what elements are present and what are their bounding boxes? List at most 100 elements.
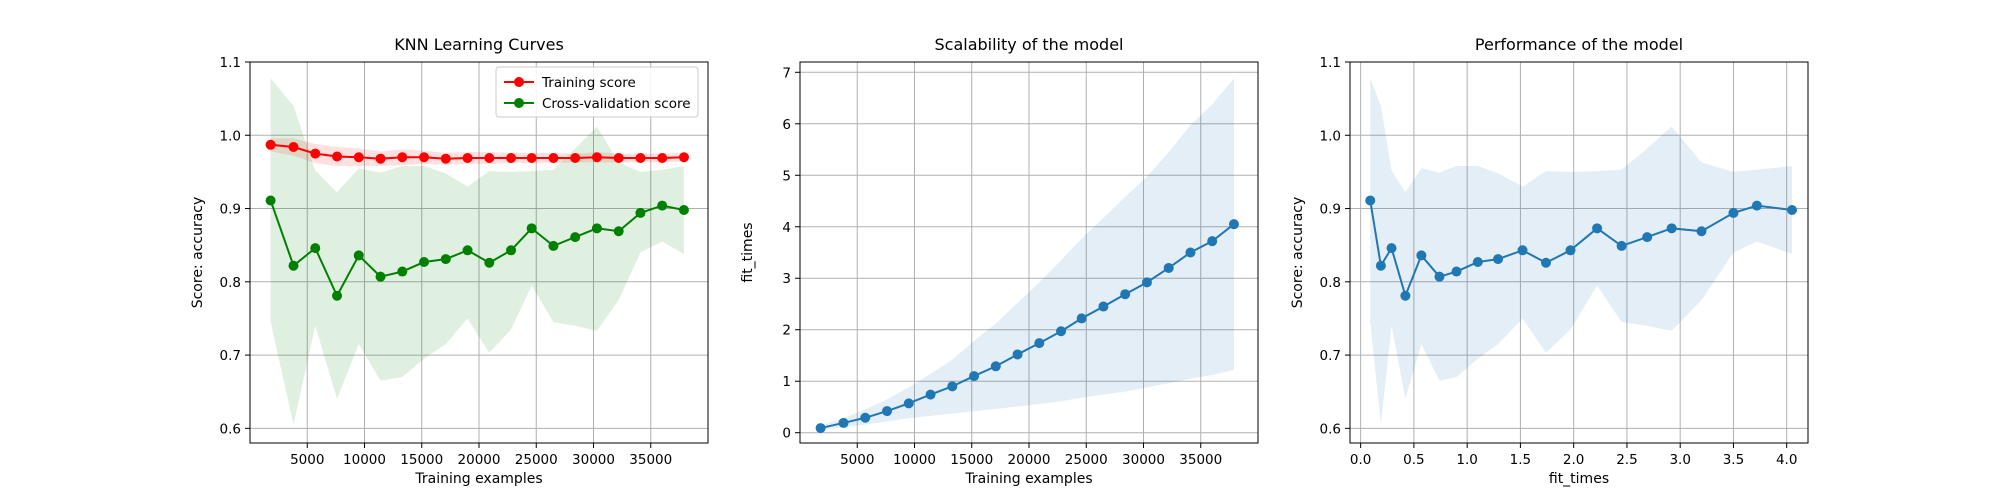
data-point: [635, 207, 646, 218]
data-point: [440, 153, 451, 164]
series-points-1: [265, 139, 689, 164]
x-tick-label: 25000: [1065, 452, 1108, 468]
x-tick-label: 10000: [343, 452, 386, 468]
data-point: [1163, 262, 1174, 273]
data-point: [1012, 349, 1023, 360]
data-point: [1451, 266, 1462, 277]
y-tick-label: 1: [782, 374, 791, 390]
data-point: [1185, 247, 1196, 258]
y-tick-label: 1.0: [220, 128, 241, 144]
data-point: [1616, 240, 1627, 251]
chart-panel-3: 0.0 0.5 1.0 1.5 2.0 2.5 3.0 3.5 4.0 0.6 0.7 0.8 0.9 1…: [1290, 35, 1809, 487]
data-point: [591, 223, 602, 234]
data-point: [1207, 236, 1218, 247]
data-point: [1666, 223, 1677, 234]
series-points-2: [265, 195, 689, 301]
data-point: [1416, 250, 1427, 261]
x-axis-label: fit_times: [1549, 471, 1609, 487]
grid: [800, 62, 1258, 443]
y-tick-label: 4: [782, 220, 791, 236]
x-axis-label: Training examples: [964, 471, 1092, 487]
x-tick-label: 15000: [950, 452, 993, 468]
data-point: [375, 153, 386, 164]
data-point: [882, 406, 893, 417]
y-axis-label: fit_times: [740, 222, 756, 282]
confidence-band-2: [270, 78, 684, 425]
x-tick-label: 0.5: [1403, 452, 1424, 468]
data-point: [397, 152, 408, 163]
y-axis-label: Score: accuracy: [1290, 197, 1306, 309]
x-tick-label: 4.0: [1776, 452, 1797, 468]
confidence-band-1: [1370, 78, 1793, 425]
data-point: [1375, 260, 1386, 271]
x-tick-label: 1.5: [1510, 452, 1531, 468]
y-tick-label: 7: [782, 65, 791, 81]
data-point: [1751, 200, 1762, 211]
y-tick-label: 0.7: [220, 348, 241, 364]
data-point: [1592, 223, 1603, 234]
data-point: [1642, 232, 1653, 243]
data-point: [1228, 219, 1239, 230]
y-tick-label: 5: [782, 168, 791, 184]
data-point: [838, 417, 849, 428]
data-point: [969, 371, 980, 382]
x-tick-label: 25000: [515, 452, 558, 468]
data-point: [375, 271, 386, 282]
data-point: [440, 254, 451, 265]
x-tick-label: 30000: [1122, 452, 1165, 468]
y-tick-label: 0.6: [1320, 421, 1341, 437]
y-tick-label: 0.9: [220, 202, 241, 218]
data-point: [265, 139, 276, 150]
x-tick-label: 35000: [1179, 452, 1222, 468]
data-point: [903, 398, 914, 409]
data-point: [1098, 301, 1109, 312]
y-tick-label: 0: [782, 426, 791, 442]
data-point: [1728, 207, 1739, 218]
legend-label-2: Cross-validation score: [542, 96, 691, 112]
chart-panel-1: 5000 10000 15000 20000 25000 30000 35000 0.6 0.7…: [190, 35, 709, 487]
data-point: [1517, 245, 1528, 256]
data-point: [1365, 195, 1376, 206]
x-tick-label: 3.0: [1669, 452, 1690, 468]
series-points-1: [815, 219, 1239, 434]
y-tick-label: 0.8: [1320, 275, 1341, 291]
data-point: [613, 152, 624, 163]
data-point: [484, 152, 495, 163]
data-point: [1141, 277, 1152, 288]
data-point: [1120, 289, 1131, 300]
y-tick-label: 0.9: [1320, 202, 1341, 218]
data-point: [419, 152, 430, 163]
confidence-band-1: [820, 78, 1234, 431]
x-tick-label: 5000: [290, 452, 324, 468]
y-tick-label: 0.8: [220, 275, 241, 291]
data-point: [1400, 290, 1411, 301]
data-point: [1056, 326, 1067, 337]
x-tick-label: 35000: [629, 452, 672, 468]
data-point: [1076, 313, 1087, 324]
data-point: [288, 260, 299, 271]
data-point: [1034, 338, 1045, 349]
data-point: [310, 243, 321, 254]
x-tick-label: 1.0: [1456, 452, 1477, 468]
data-point: [657, 200, 668, 211]
data-point: [353, 250, 364, 261]
data-point: [288, 141, 299, 152]
data-point: [332, 290, 343, 301]
chart-title: Performance of the model: [1475, 35, 1683, 54]
y-tick-label: 1.1: [220, 55, 241, 71]
x-tick-label: 5000: [840, 452, 874, 468]
data-point: [657, 152, 668, 163]
data-point: [860, 412, 871, 423]
x-axis-label: Training examples: [414, 471, 542, 487]
x-tick-label: 2.5: [1616, 452, 1637, 468]
data-point: [353, 152, 364, 163]
x-tick-label: 2.0: [1563, 452, 1584, 468]
legend-box: [495, 66, 699, 118]
data-point: [613, 226, 624, 237]
chart-title: KNN Learning Curves: [394, 35, 564, 54]
x-tick-label: 0.0: [1350, 452, 1371, 468]
y-tick-label: 6: [782, 117, 791, 133]
data-point: [815, 423, 826, 434]
x-tick-label: 30000: [572, 452, 615, 468]
